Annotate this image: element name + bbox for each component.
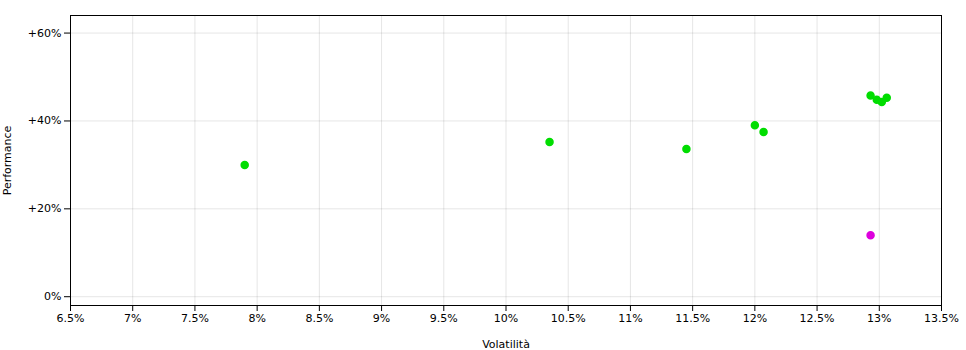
svg-text:10%: 10% <box>494 312 518 325</box>
svg-text:12%: 12% <box>743 312 767 325</box>
svg-text:6.5%: 6.5% <box>57 312 85 325</box>
svg-text:10.5%: 10.5% <box>551 312 586 325</box>
svg-text:+60%: +60% <box>28 27 62 40</box>
svg-text:13%: 13% <box>867 312 891 325</box>
svg-text:+40%: +40% <box>28 114 62 127</box>
svg-text:Volatilità: Volatilità <box>482 338 530 350</box>
svg-text:8%: 8% <box>248 312 265 325</box>
svg-text:11%: 11% <box>618 312 642 325</box>
svg-text:7%: 7% <box>124 312 141 325</box>
svg-text:+20%: +20% <box>28 202 62 215</box>
svg-text:9%: 9% <box>373 312 390 325</box>
svg-text:8.5%: 8.5% <box>305 312 333 325</box>
svg-text:11.5%: 11.5% <box>675 312 710 325</box>
svg-text:13.5%: 13.5% <box>924 312 959 325</box>
svg-text:7.5%: 7.5% <box>181 312 209 325</box>
svg-text:12.5%: 12.5% <box>800 312 835 325</box>
svg-text:0%: 0% <box>44 290 61 303</box>
svg-text:Performance: Performance <box>1 125 14 195</box>
svg-text:9.5%: 9.5% <box>430 312 458 325</box>
